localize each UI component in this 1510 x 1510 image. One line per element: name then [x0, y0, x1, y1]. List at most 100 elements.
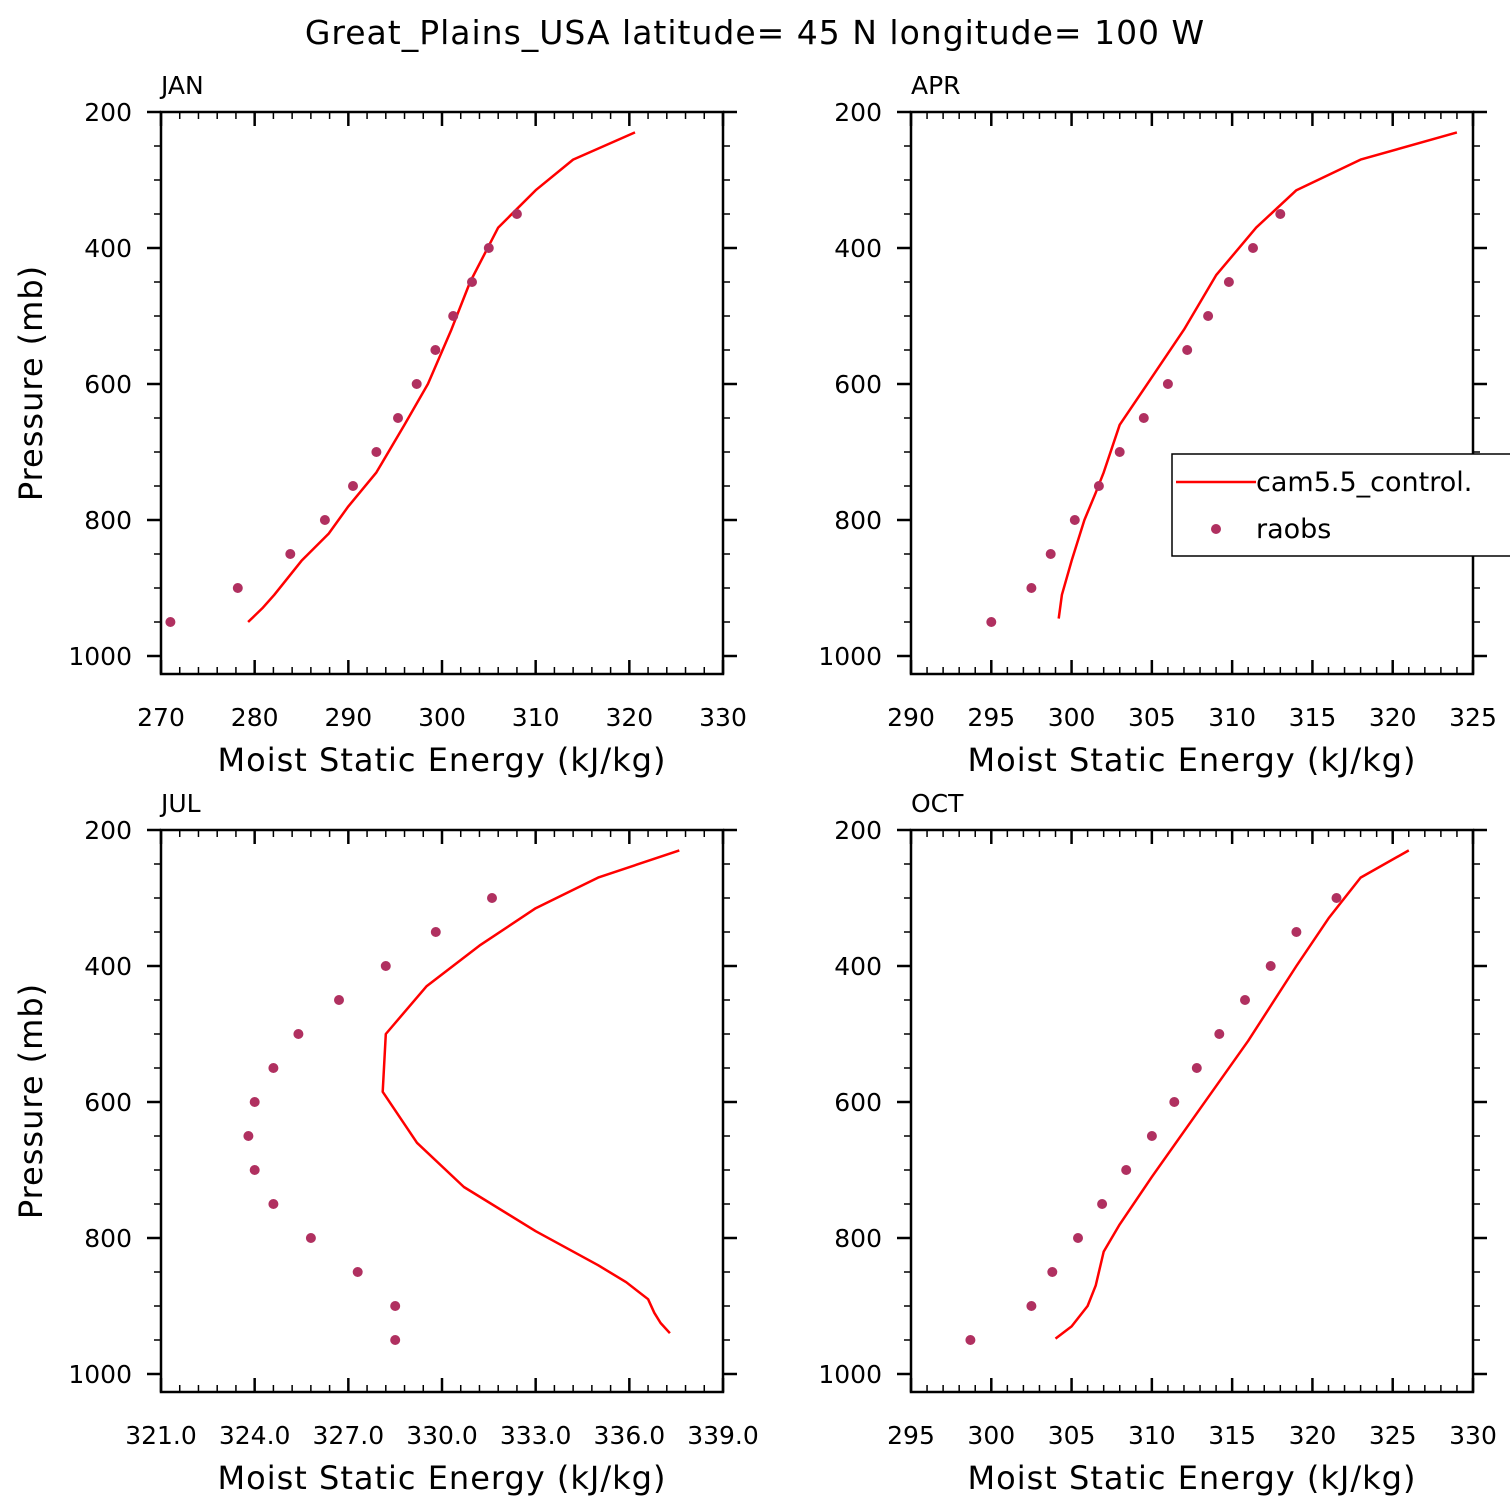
x-tick-label: 336.0: [594, 1421, 666, 1450]
x-tick-label: 290: [887, 703, 935, 732]
x-axis-label: Moist Static Energy (kJ/kg): [968, 741, 1417, 779]
x-tick-label: 325: [1369, 1421, 1417, 1450]
y-axis-label: Pressure (mb): [12, 265, 50, 501]
panel-label: JUL: [159, 789, 201, 818]
obs-point: [232, 583, 243, 593]
y-tick-label: 400: [84, 234, 132, 263]
x-tick-label: 280: [231, 703, 279, 732]
y-tick-label: 200: [84, 816, 132, 845]
x-tick-label: 330: [1449, 1421, 1497, 1450]
model-line: [381, 849, 680, 1335]
obs-point: [268, 1063, 279, 1073]
y-tick-label: 800: [834, 506, 882, 535]
x-tick-label: 320: [1289, 1421, 1337, 1450]
obs-point: [986, 617, 997, 627]
obs-point: [1073, 1233, 1083, 1243]
obs-point: [1214, 1029, 1225, 1039]
y-tick-label: 400: [84, 952, 132, 981]
x-tick-label: 321.0: [125, 1421, 197, 1450]
x-tick-label: 300: [967, 1421, 1015, 1450]
panel-jan: JAN 270 280 290 300 310 320 330 200 400 600 800 1000…: [12, 71, 747, 779]
plot-frame: [909, 828, 1475, 1394]
obs-point: [249, 1097, 260, 1107]
obs-point: [334, 995, 344, 1005]
legend: cam5.5_control. raobs: [1171, 453, 1510, 557]
x-tick-label: 310: [1128, 1421, 1176, 1450]
obs-point: [1331, 893, 1342, 903]
obs-point: [348, 481, 358, 491]
legend-model-label: cam5.5_control.: [1256, 467, 1472, 498]
x-tick-label: 305: [1128, 703, 1176, 732]
x-axis-label: Moist Static Energy (kJ/kg): [218, 741, 667, 779]
x-tick-label: 300: [418, 703, 466, 732]
x-tick-label: 290: [324, 703, 372, 732]
obs-point: [305, 1233, 316, 1243]
obs-point: [1291, 927, 1302, 937]
y-axis-label: Pressure (mb): [12, 983, 50, 1219]
x-tick-label: 310: [1208, 703, 1256, 732]
model-line: [247, 131, 636, 623]
y-tick-label: 200: [834, 98, 882, 127]
x-tick-label: 320: [1369, 703, 1417, 732]
obs-point: [448, 311, 459, 321]
obs-point: [390, 1335, 401, 1345]
obs-point: [1223, 277, 1234, 287]
obs-point: [1026, 583, 1037, 593]
obs-point: [1182, 345, 1193, 355]
obs-point: [1248, 243, 1258, 253]
x-axis-label: Moist Static Energy (kJ/kg): [968, 1459, 1417, 1497]
obs-point: [430, 927, 441, 937]
y-tick-label: 800: [834, 1224, 882, 1253]
y-tick-label: 600: [84, 1088, 132, 1117]
obs-point: [1114, 447, 1125, 457]
y-tick-label: 200: [84, 98, 132, 127]
obs-point: [1093, 481, 1104, 491]
x-tick-label: 295: [967, 703, 1015, 732]
y-tick-label: 600: [834, 1088, 882, 1117]
y-tick-label: 600: [834, 370, 882, 399]
obs-point: [1169, 1097, 1180, 1107]
obs-point: [1045, 549, 1056, 559]
obs-point: [411, 379, 422, 389]
obs-point: [380, 961, 391, 971]
obs-point: [319, 515, 330, 525]
model-line: [1054, 849, 1410, 1340]
obs-point: [1069, 515, 1080, 525]
panel-label: JAN: [159, 71, 204, 100]
obs-point: [1097, 1199, 1108, 1209]
x-tick-label: 310: [512, 703, 560, 732]
y-tick-label: 800: [84, 506, 132, 535]
x-tick-label: 327.0: [313, 1421, 385, 1450]
panel-jul: JUL 321.0 324.0 327.0 330.0 333.0 336.0 339.0 20…: [12, 789, 759, 1497]
y-tick-label: 1000: [68, 642, 132, 671]
obs-point: [483, 243, 494, 253]
legend-box: [1171, 453, 1510, 557]
panel-label: OCT: [911, 789, 964, 818]
obs-point: [390, 1301, 401, 1311]
obs-point: [371, 447, 382, 457]
legend-obs-marker: [1211, 524, 1221, 534]
x-tick-label: 324.0: [219, 1421, 291, 1450]
legend-obs-label: raobs: [1256, 514, 1331, 545]
y-tick-label: 600: [84, 370, 132, 399]
obs-point: [1121, 1165, 1132, 1175]
x-tick-label: 300: [1048, 703, 1096, 732]
obs-point: [1275, 209, 1286, 219]
obs-point: [1240, 995, 1250, 1005]
obs-point: [511, 209, 522, 219]
model-line: [1057, 131, 1458, 619]
x-tick-label: 320: [605, 703, 653, 732]
obs-point: [268, 1199, 279, 1209]
obs-point: [467, 277, 477, 287]
panel-oct: OCT 295 300 305 310 315 320 325 330 200 400 600 800 1…: [818, 789, 1496, 1497]
x-tick-label: 325: [1449, 703, 1497, 732]
x-tick-label: 339.0: [687, 1421, 759, 1450]
obs-point: [285, 549, 296, 559]
panel-apr: APR 290 295 300 305 310 315 320 325 200 400 600 800 1…: [818, 71, 1496, 779]
y-tick-label: 1000: [818, 642, 882, 671]
y-tick-label: 400: [834, 952, 882, 981]
obs-point: [1146, 1131, 1157, 1141]
x-tick-label: 315: [1208, 1421, 1256, 1450]
